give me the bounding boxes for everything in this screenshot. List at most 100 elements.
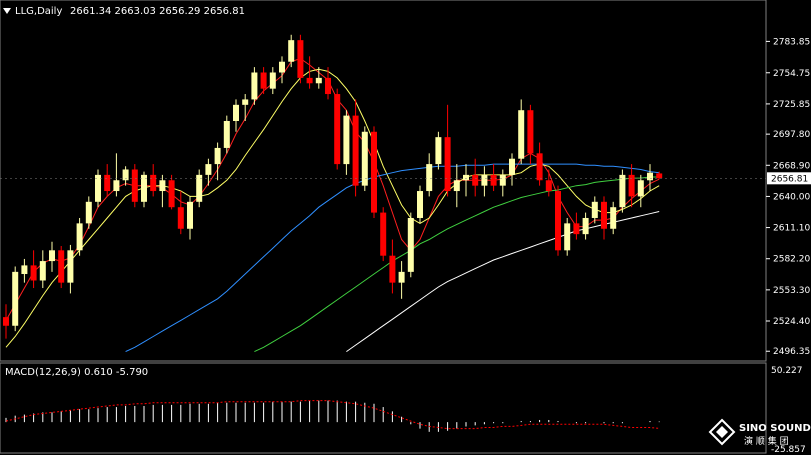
ma-line-ma_slow <box>346 211 660 353</box>
candle-body <box>361 131 368 186</box>
candle-body <box>39 261 46 281</box>
candle-body <box>435 137 442 165</box>
sino-sound-logo: SINO SOUND 演 顺 集 团 <box>708 418 811 447</box>
candle-body <box>288 40 295 62</box>
candle-body <box>610 207 617 229</box>
candle-body <box>297 40 304 78</box>
candle-body <box>30 265 37 281</box>
macd-panel-frame <box>0 362 767 454</box>
candle <box>315 67 322 89</box>
candle-body <box>177 207 184 229</box>
candle-body <box>417 191 423 218</box>
candle-body <box>260 72 267 89</box>
candle <box>95 169 101 208</box>
candle-body <box>95 174 101 202</box>
candle-body <box>12 271 19 326</box>
current-price-label: 2656.81 <box>771 174 808 184</box>
candle <box>269 67 276 95</box>
candle-body <box>509 158 515 175</box>
candle <box>113 153 120 197</box>
candle <box>509 153 515 186</box>
candle <box>371 126 377 218</box>
candle <box>490 164 497 192</box>
candle <box>325 67 331 100</box>
candle-body <box>472 174 479 186</box>
candle <box>131 164 138 208</box>
candle-body <box>343 115 350 165</box>
candle-body <box>223 120 230 148</box>
ma-line-ma_60 <box>125 163 660 353</box>
candle-body <box>122 169 129 181</box>
current-price-box <box>767 172 811 185</box>
candle <box>288 34 295 68</box>
main-panel: LLG,Daily 2661.34 2663.03 2656.29 2656.8… <box>0 0 767 362</box>
candle-body <box>269 72 276 89</box>
candle <box>426 153 433 197</box>
price-tick-label: 2697.80 <box>773 130 810 140</box>
logo-diamond-icon <box>716 426 728 438</box>
candle <box>159 174 166 208</box>
candle <box>141 171 147 208</box>
candle-body <box>214 147 221 165</box>
candle-body <box>426 164 433 192</box>
candle <box>601 196 607 240</box>
price-tick-label: 2524.40 <box>773 317 810 327</box>
price-tick-label: 2611.10 <box>773 224 810 234</box>
candle-body <box>352 115 359 186</box>
candle <box>76 217 83 256</box>
price-axis: 2783.85 2754.75 2725.85 2697.80 2668.90 2640.… <box>0 37 811 357</box>
candle-body <box>21 265 28 275</box>
candle <box>527 104 534 165</box>
price-tick-label: 2783.85 <box>773 37 810 47</box>
price-tick-label: 2640.00 <box>773 192 810 202</box>
candle-body <box>656 173 663 179</box>
macd-histogram <box>5 400 660 432</box>
candle-body <box>380 212 387 256</box>
moving-averages <box>5 57 660 353</box>
price-tick-label: 2553.30 <box>773 286 810 296</box>
macd-tick-label: -25.857 <box>771 445 806 455</box>
candle-body <box>168 180 175 208</box>
main-panel-frame <box>0 0 767 362</box>
candle <box>214 142 221 181</box>
candle-body <box>3 317 9 326</box>
candle <box>518 99 525 165</box>
candle <box>389 239 396 294</box>
logo-brand-text: SINO SOUND <box>739 423 811 434</box>
candle <box>67 244 74 294</box>
candle <box>196 169 203 208</box>
candle <box>233 99 239 132</box>
candle <box>352 99 359 197</box>
candle-body <box>481 174 488 186</box>
candle-body <box>205 164 212 175</box>
candle-body <box>150 174 157 192</box>
candle <box>591 196 598 224</box>
candle <box>564 217 571 256</box>
candle <box>49 241 55 272</box>
symbol-menu-arrow-icon[interactable] <box>3 8 11 14</box>
candle <box>499 169 506 197</box>
macd-label: MACD(12,26,9) 0.610 -5.790 <box>5 367 148 378</box>
candle <box>647 164 653 192</box>
symbol-label: LLG,Daily <box>15 6 62 17</box>
ma-line-ma_mid <box>5 68 660 348</box>
candle <box>619 169 626 213</box>
candle <box>279 56 285 84</box>
candle-body <box>325 77 331 95</box>
candle-body <box>591 201 598 218</box>
candle-body <box>647 172 653 181</box>
candle <box>187 196 193 240</box>
candle <box>297 34 304 84</box>
candle-body <box>444 137 451 192</box>
candle <box>3 304 9 339</box>
candle <box>555 185 561 256</box>
candle-body <box>233 104 239 121</box>
candle <box>104 164 111 197</box>
candle <box>223 115 230 154</box>
candle <box>573 212 580 240</box>
candle <box>380 207 387 262</box>
candle <box>12 266 19 332</box>
candle-body <box>67 250 74 283</box>
candle-body <box>306 77 313 84</box>
candle-body <box>279 61 285 73</box>
